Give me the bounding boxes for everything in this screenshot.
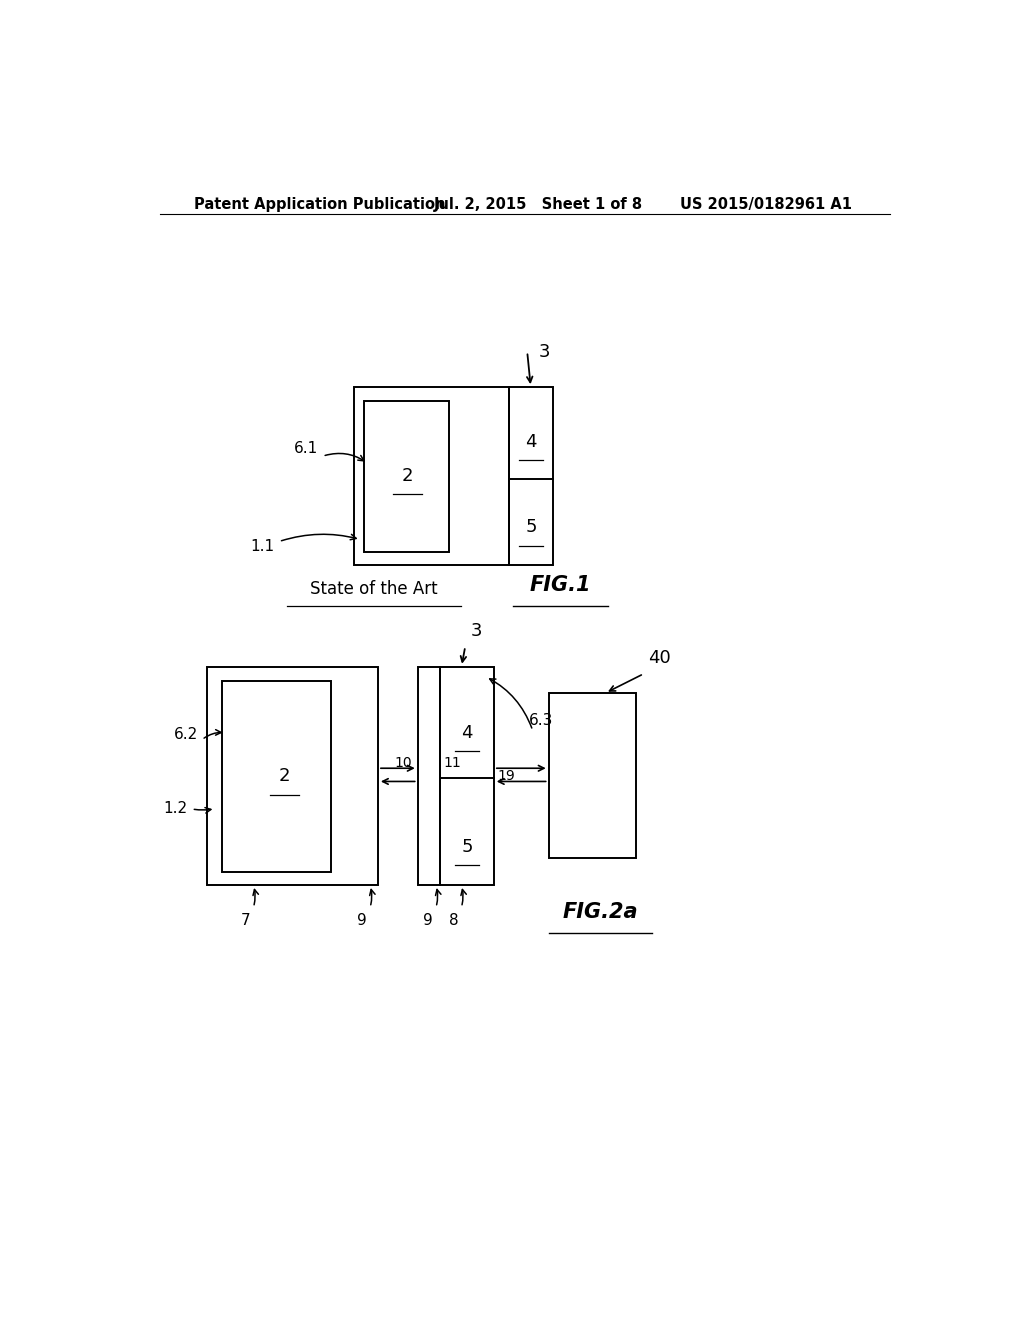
Text: 8: 8 [449, 912, 458, 928]
Text: Jul. 2, 2015   Sheet 1 of 8: Jul. 2, 2015 Sheet 1 of 8 [433, 197, 643, 213]
Text: 6.3: 6.3 [528, 713, 553, 727]
Text: 5: 5 [525, 519, 537, 536]
Text: 9: 9 [423, 912, 433, 928]
Text: 4: 4 [525, 433, 537, 451]
Text: 3: 3 [471, 622, 482, 640]
Text: 40: 40 [648, 649, 671, 668]
Text: 2: 2 [279, 767, 290, 785]
Bar [354, 387, 509, 565]
Text: 9: 9 [357, 912, 367, 928]
Text: 1.2: 1.2 [164, 801, 187, 816]
Text: State of the Art: State of the Art [310, 581, 438, 598]
Text: 2: 2 [401, 466, 413, 484]
Text: 10: 10 [394, 756, 412, 770]
Bar [440, 667, 494, 886]
Text: FIG.2a: FIG.2a [562, 903, 638, 923]
Bar [509, 387, 553, 565]
Text: 11: 11 [443, 756, 462, 770]
Text: 6.1: 6.1 [294, 441, 318, 455]
Text: 4: 4 [461, 723, 473, 742]
Text: 19: 19 [497, 770, 515, 783]
Text: FIG.1: FIG.1 [529, 576, 591, 595]
Text: Patent Application Publication: Patent Application Publication [194, 197, 445, 213]
Text: 7: 7 [241, 912, 250, 928]
Text: 6.2: 6.2 [174, 727, 198, 742]
Text: 5: 5 [461, 837, 473, 855]
Text: 1.1: 1.1 [251, 539, 274, 554]
Bar [418, 667, 440, 886]
Bar [549, 693, 636, 858]
Text: 3: 3 [539, 342, 551, 360]
Bar [221, 681, 331, 873]
Text: US 2015/0182961 A1: US 2015/0182961 A1 [680, 197, 852, 213]
Bar [365, 401, 450, 552]
Bar [207, 667, 378, 886]
